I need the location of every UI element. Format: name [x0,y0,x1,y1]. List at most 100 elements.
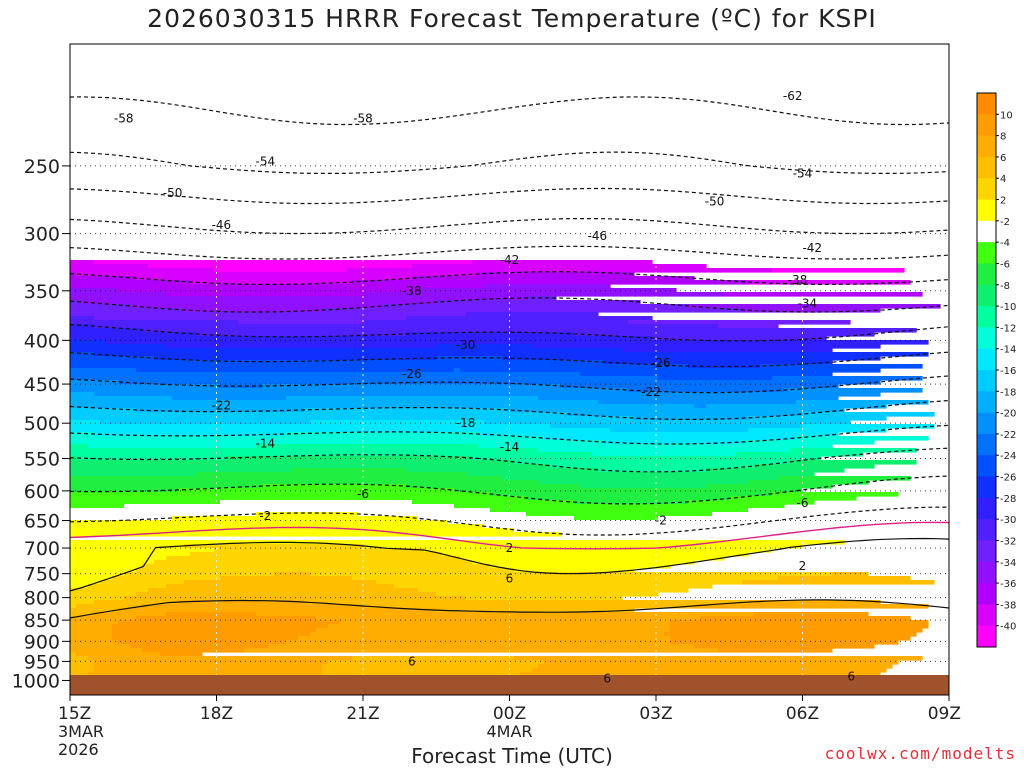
temperature-cell [70,324,95,329]
temperature-cell [550,424,803,429]
colorbar-label: -20 [1000,409,1016,420]
temperature-cell [538,664,893,669]
temperature-cell [706,404,887,409]
temperature-cell [448,520,767,525]
temperature-cell [70,280,191,285]
temperature-fill [70,260,941,695]
colorbar-swatch [977,583,996,605]
contour-label: -22 [212,399,232,413]
temperature-cell [136,408,305,413]
temperature-cell [286,432,479,437]
temperature-cell [88,584,167,589]
temperature-cell [70,380,119,385]
temperature-cell [70,264,149,269]
temperature-cell [214,268,347,273]
temperature-cell [70,348,623,353]
temperature-cell [694,644,875,649]
temperature-cell [154,560,473,565]
isotherm-contours [70,96,949,619]
temperature-cell [718,648,833,653]
temperature-cell [352,280,749,285]
contour-label: -26 [402,367,422,381]
temperature-cell [70,300,83,305]
colorbar-label: -4 [1000,238,1010,249]
temperature-cell [70,460,515,465]
temperature-cell [484,420,851,425]
colorbar-label: 2 [1000,196,1006,207]
temperature-cell [262,384,563,389]
contour-label: 6 [408,654,416,668]
temperature-cell [472,560,695,565]
temperature-cell [490,508,749,513]
temperature-cell [502,356,881,361]
temperature-cell [166,344,437,349]
temperature-cell [70,316,95,321]
temperature-cell [742,580,935,585]
temperature-cell [70,600,95,605]
temperature-cell [664,632,917,637]
temperature-cell [832,572,869,577]
credit-link[interactable]: coolwx.com/modelts [824,744,1016,763]
temperature-cell [184,580,377,585]
temperature-cell [70,596,125,601]
temperature-cell [70,568,137,573]
temperature-cell [406,316,653,321]
isotherm-line [70,151,949,174]
temperature-cell [574,332,875,337]
temperature-cell [70,572,125,577]
temperature-cell [76,272,479,277]
temperature-cell [70,636,113,641]
temperature-cell [328,660,545,665]
colorbar: 10 8 6 4 2 -2 -4 -6 -8 -10 -12 -14 -16 -18 -20 -22 -24 -2… [976,92,1016,648]
temperature-cell [538,448,791,453]
contour-label: -34 [798,296,818,310]
temperature-cell [310,572,833,577]
temperature-cell [70,440,605,445]
temperature-cell [94,664,323,669]
temperature-cell [70,520,449,525]
temperature-cell [268,644,695,649]
temperature-cell [70,360,605,365]
temperature-cell [742,440,875,445]
temperature-cell [70,592,137,597]
temperature-cell [94,324,719,329]
temperature-cell [328,624,671,629]
colorbar-swatch [977,540,996,563]
temperature-cell [568,412,803,417]
colorbar-label: 6 [1000,153,1006,164]
temperature-cell [748,600,881,605]
colorbar-label: -6 [1000,259,1010,270]
temperature-cell [730,496,857,501]
temperature-cell [112,576,221,581]
temperature-cell [784,388,923,393]
colorbar-swatch [977,519,996,541]
temperature-cell [562,384,839,389]
temperature-cell [124,504,455,509]
temperature-cell [760,364,923,369]
temperature-cell [460,368,881,373]
contour-label: 2 [506,541,514,555]
colorbar-swatch [977,156,996,179]
temperature-cell [580,372,833,377]
colorbar-label: -32 [1000,536,1016,547]
temperature-cell [70,328,143,333]
temperature-cell [778,476,911,481]
y-tick-label: 850 [24,610,60,632]
temperature-cell [544,436,797,441]
temperature-cell [70,500,221,505]
temperature-cell [322,308,743,313]
temperature-cell [574,516,659,521]
colorbar-swatch [977,348,996,371]
contour-label: 6 [603,672,611,686]
colorbar-label: -36 [1000,579,1016,590]
temperature-cell [754,612,869,617]
gridlines [70,44,949,695]
y-axis: 2503003504004505005506006507007508008509… [12,156,70,692]
temperature-cell [70,276,137,281]
temperature-cell [514,568,635,573]
temperature-cell [598,400,797,405]
temperature-cell [166,612,257,617]
temperature-cell [94,600,179,605]
temperature-cell [136,568,515,573]
temperature-cell [70,524,485,529]
